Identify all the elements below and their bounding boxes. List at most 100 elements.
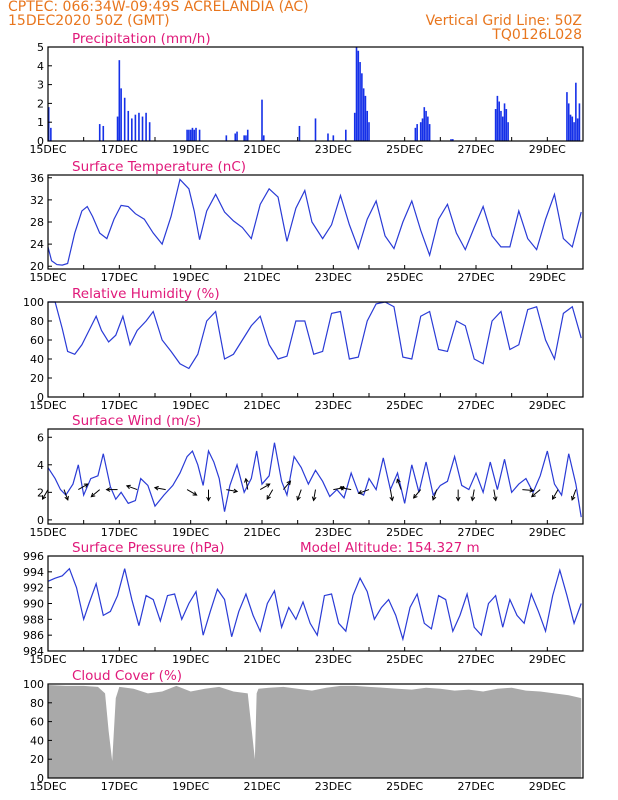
wind-arrow-head bbox=[153, 485, 159, 491]
x-tick-label: 21DEC bbox=[243, 653, 280, 666]
series-line bbox=[47, 442, 582, 518]
panel-frame bbox=[47, 301, 584, 398]
wind-arrow-head bbox=[244, 477, 249, 483]
wind-arrow bbox=[432, 489, 438, 501]
precip-bar bbox=[414, 127, 417, 141]
precip-bar bbox=[345, 129, 347, 141]
precip-bar bbox=[198, 129, 201, 141]
wind-arrow bbox=[126, 485, 138, 491]
precip-bar bbox=[236, 131, 238, 141]
wind-arrow bbox=[297, 489, 302, 501]
precip-bar bbox=[452, 139, 454, 141]
precip-bar bbox=[359, 62, 361, 141]
header-station: CPTEC: 066:34W-09:49S ACRELANDIA (AC) bbox=[8, 0, 309, 15]
y-tick-label: 5 bbox=[37, 41, 44, 54]
precip-bar bbox=[193, 129, 196, 141]
y-tick-label: 996 bbox=[23, 550, 44, 563]
wind-arrow-head bbox=[529, 487, 535, 493]
panel-frame bbox=[47, 555, 584, 652]
precip-bar bbox=[571, 116, 574, 141]
x-tick-label: 29DEC bbox=[529, 653, 566, 666]
wind-arrow-head bbox=[389, 496, 395, 502]
precip-bar bbox=[368, 122, 370, 141]
x-tick-label: 29DEC bbox=[529, 143, 566, 156]
precip-bar bbox=[327, 133, 329, 141]
y-tick-label: 20 bbox=[30, 753, 44, 766]
wind-arrow bbox=[259, 483, 270, 491]
wind-arrow-head bbox=[265, 483, 271, 488]
x-tick-label: 29DEC bbox=[529, 526, 566, 539]
wind-arrow-head bbox=[552, 495, 557, 501]
wind-arrow-head bbox=[455, 496, 461, 502]
wind-arrow-head bbox=[530, 492, 536, 498]
y-tick-label: 60 bbox=[30, 334, 44, 347]
x-tick-label: 25DEC bbox=[386, 526, 423, 539]
header-model-id: TQ0126L028 bbox=[492, 27, 582, 43]
panel-frame bbox=[47, 174, 584, 270]
wind-arrow bbox=[63, 489, 69, 501]
y-tick-label: 0 bbox=[37, 772, 44, 785]
series-line bbox=[47, 178, 582, 266]
precip-bar bbox=[425, 110, 427, 141]
precip-bar bbox=[423, 107, 426, 141]
x-tick-label: 15DEC bbox=[29, 399, 66, 412]
panel-title: Precipitation (mm/h) bbox=[72, 31, 211, 47]
wind-arrow bbox=[413, 489, 422, 499]
precip-bar bbox=[127, 110, 130, 141]
cloud-cover-area bbox=[48, 684, 582, 778]
precip-bar bbox=[243, 135, 245, 141]
precip-bar bbox=[507, 122, 509, 141]
wind-arrow-head bbox=[412, 493, 418, 499]
precip-bar bbox=[503, 103, 506, 141]
x-tick-label: 25DEC bbox=[386, 271, 423, 284]
precip-bar bbox=[50, 127, 52, 141]
precip-bar bbox=[362, 88, 365, 141]
x-tick-label: 27DEC bbox=[457, 143, 494, 156]
precip-bar bbox=[141, 116, 144, 141]
precip-bar bbox=[188, 129, 190, 141]
precip-bar bbox=[191, 127, 194, 141]
wind-arrow bbox=[358, 489, 370, 494]
x-tick-label: 19DEC bbox=[172, 143, 209, 156]
panel-2: 20 24 28 32 36 15DEC 17DEC 19DEC 21DEC 23DEC 25DEC… bbox=[29, 159, 584, 284]
x-tick-label: 19DEC bbox=[172, 271, 209, 284]
precip-bar bbox=[357, 50, 360, 142]
wind-arrow-head bbox=[266, 495, 271, 501]
header-grid-note: Vertical Grid Line: 50Z bbox=[425, 13, 582, 29]
x-tick-label: 23DEC bbox=[315, 271, 352, 284]
x-tick-label: 19DEC bbox=[172, 399, 209, 412]
wind-arrow-head bbox=[311, 496, 317, 502]
precip-bar bbox=[116, 116, 119, 141]
y-tick-label: 28 bbox=[30, 216, 44, 229]
wind-arrow bbox=[396, 479, 402, 490]
y-tick-label: 40 bbox=[30, 734, 44, 747]
y-tick-label: 24 bbox=[30, 238, 44, 251]
y-tick-label: 992 bbox=[23, 582, 44, 595]
panel-title: Surface Temperature (nC) bbox=[72, 159, 246, 175]
wind-arrow bbox=[493, 489, 497, 501]
precip-bar bbox=[134, 114, 137, 141]
x-tick-label: 29DEC bbox=[529, 271, 566, 284]
precip-bar bbox=[47, 107, 50, 141]
y-tick-label: 40 bbox=[30, 353, 44, 366]
y-tick-label: 1 bbox=[37, 116, 44, 129]
x-tick-label: 15DEC bbox=[29, 653, 66, 666]
x-tick-label: 17DEC bbox=[101, 271, 138, 284]
y-tick-label: 80 bbox=[30, 697, 44, 710]
precip-bar bbox=[353, 112, 356, 141]
wind-arrow-head bbox=[339, 485, 345, 491]
wind-arrow bbox=[186, 489, 197, 496]
wind-arrow-head bbox=[105, 487, 111, 492]
wind-arrow bbox=[389, 489, 393, 501]
panel-frame bbox=[47, 46, 584, 142]
wind-arrow bbox=[245, 478, 249, 490]
precip-bar bbox=[245, 135, 247, 141]
precip-bar bbox=[501, 116, 504, 141]
wind-arrow bbox=[471, 489, 475, 501]
x-tick-label: 21DEC bbox=[243, 780, 280, 793]
model-altitude-label: Model Altitude: 154.327 m bbox=[300, 540, 480, 556]
panel-1: 0 1 2 3 4 5 15DEC 17DEC 19DEC 21DEC 23DEC 25DEC 27DE… bbox=[29, 31, 584, 156]
precip-bar bbox=[496, 95, 499, 141]
x-tick-label: 25DEC bbox=[386, 653, 423, 666]
